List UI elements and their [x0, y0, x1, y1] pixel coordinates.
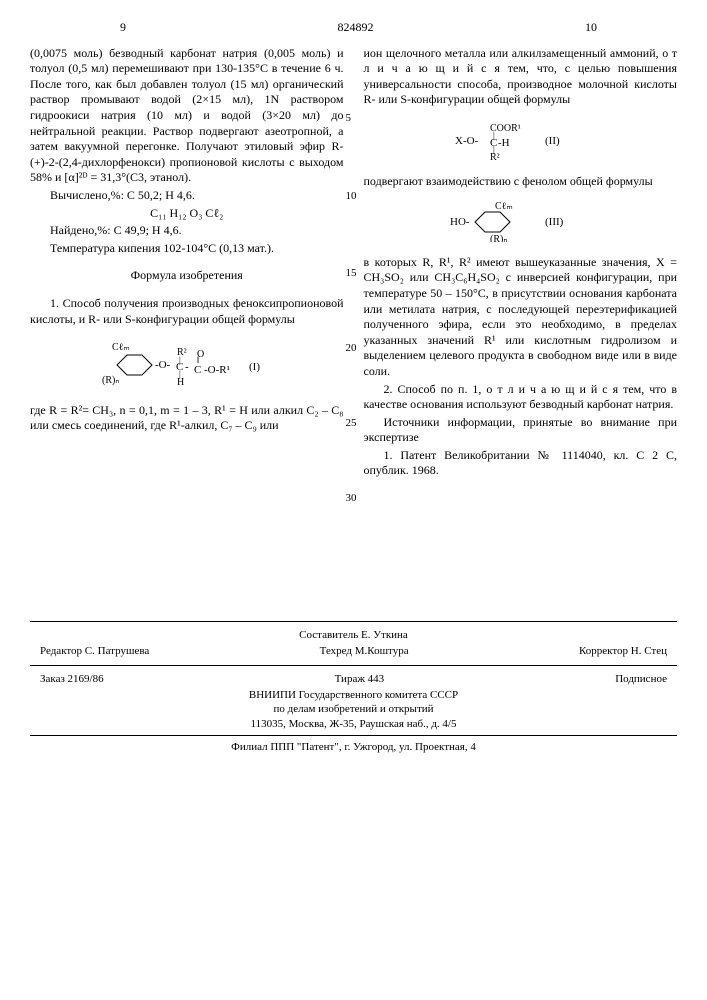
tirazh-number: Тираж 443 [335, 672, 385, 686]
line-number-10: 10 [346, 189, 357, 203]
left-column: (0,0075 моль) безводный карбонат натрия … [30, 46, 344, 481]
filial-line: Филиал ППП "Патент", г. Ужгород, ул. Про… [30, 740, 677, 754]
right-p3: в которых R, R¹, R² имеют вышеуказанные … [364, 255, 678, 380]
page-header: 9 824892 10 [30, 20, 677, 36]
doc-number: 824892 [338, 20, 374, 36]
svg-text:X-O-: X-O- [455, 135, 479, 147]
svg-text:(R)ₙ: (R)ₙ [102, 375, 119, 386]
svg-text:R²: R² [490, 152, 500, 161]
source-1: 1. Патент Великобритании № 1114040, кл. … [364, 448, 678, 479]
found-line: Найдено,%: С 49,9; Н 4,6. [30, 223, 344, 239]
composition-formula: С₁₁ Н₁₂ О₃ Сℓ₂ [30, 206, 344, 222]
order-number: Заказ 2169/86 [40, 672, 104, 686]
corrector-name: Корректор Н. Стец [579, 644, 667, 658]
line-number-30: 30 [346, 491, 357, 505]
right-column: 5 10 15 20 25 30 ион щелочного металла и… [364, 46, 678, 481]
structural-formula-3: HO- Cℓₘ (R)ₙ (III) [364, 197, 678, 247]
where-clause-1: где R = R²= СН₃, n = 0,1, m = 1 – 3, R¹ … [30, 403, 344, 434]
svg-text:(III): (III) [545, 216, 564, 228]
claims-title: Формула изобретения [30, 268, 344, 284]
footer-block: Составитель Е. Уткина Редактор С. Патруш… [30, 621, 677, 754]
svg-text:(R)ₙ: (R)ₙ [490, 234, 507, 242]
claim-1: 1. Способ получения производных феноксип… [30, 296, 344, 327]
procedure-text: (0,0075 моль) безводный карбонат натрия … [30, 46, 344, 186]
svg-text:C: C [194, 364, 201, 376]
svg-text:-O-: -O- [155, 359, 171, 371]
svg-text:-: - [185, 361, 189, 373]
page-num-left: 9 [120, 20, 126, 36]
footer-order-row: Заказ 2169/86 Тираж 443 Подписное [30, 670, 677, 688]
footer-staff-row: Редактор С. Патрушева Техред М.Коштура К… [30, 642, 677, 660]
svg-text:-O-R¹: -O-R¹ [204, 364, 230, 376]
editor-name: Редактор С. Патрушева [40, 644, 149, 658]
sources-title: Источники информации, принятые во вниман… [364, 415, 678, 446]
boiling-point: Температура кипения 102-104°С (0,13 мат.… [30, 241, 344, 257]
tehred-name: Техред М.Коштура [320, 644, 409, 658]
content-columns: (0,0075 моль) безводный карбонат натрия … [30, 46, 677, 481]
line-number-5: 5 [346, 111, 352, 125]
line-number-15: 15 [346, 266, 357, 280]
structural-formula-2: X-O- COOR¹ | C -H | R² (II) [364, 116, 678, 166]
svg-text:H: H [177, 377, 184, 388]
formula-3-svg: HO- Cℓₘ (R)ₙ (III) [445, 197, 595, 242]
right-p2: подвергают взаимодействию с фенолом обще… [364, 174, 678, 190]
calculated-line: Вычислено,%: С 50,2; Н 4,6. [30, 188, 344, 204]
line-number-20: 20 [346, 341, 357, 355]
address-line: 113035, Москва, Ж-35, Раушская наб., д. … [30, 717, 677, 731]
svg-text:HO-: HO- [450, 216, 470, 228]
org-line-2: по делам изобретений и открытий [30, 702, 677, 716]
right-p1: ион щелочного металла или алкилзамещенны… [364, 46, 678, 108]
line-number-25: 25 [346, 416, 357, 430]
svg-text:Cℓₘ: Cℓₘ [112, 342, 130, 353]
svg-text:(II): (II) [545, 135, 560, 147]
org-line-1: ВНИИПИ Государственного комитета СССР [30, 688, 677, 702]
claim-2: 2. Способ по п. 1, о т л и ч а ю щ и й с… [364, 382, 678, 413]
sign-label: Подписное [615, 672, 667, 686]
page-num-right: 10 [585, 20, 597, 36]
svg-text:-H: -H [498, 137, 510, 149]
svg-text:(I): (I) [249, 361, 260, 373]
compiler-line: Составитель Е. Уткина [30, 628, 677, 642]
benzene-formula-1-svg: Cℓₘ (R)ₙ -O- R² | C | H - O ‖ C -O-R¹ (I… [97, 335, 277, 390]
svg-text:Cℓₘ: Cℓₘ [495, 201, 513, 212]
formula-2-svg: X-O- COOR¹ | C -H | R² (II) [445, 116, 595, 161]
structural-formula-1: Cℓₘ (R)ₙ -O- R² | C | H - O ‖ C -O-R¹ (I… [30, 335, 344, 395]
